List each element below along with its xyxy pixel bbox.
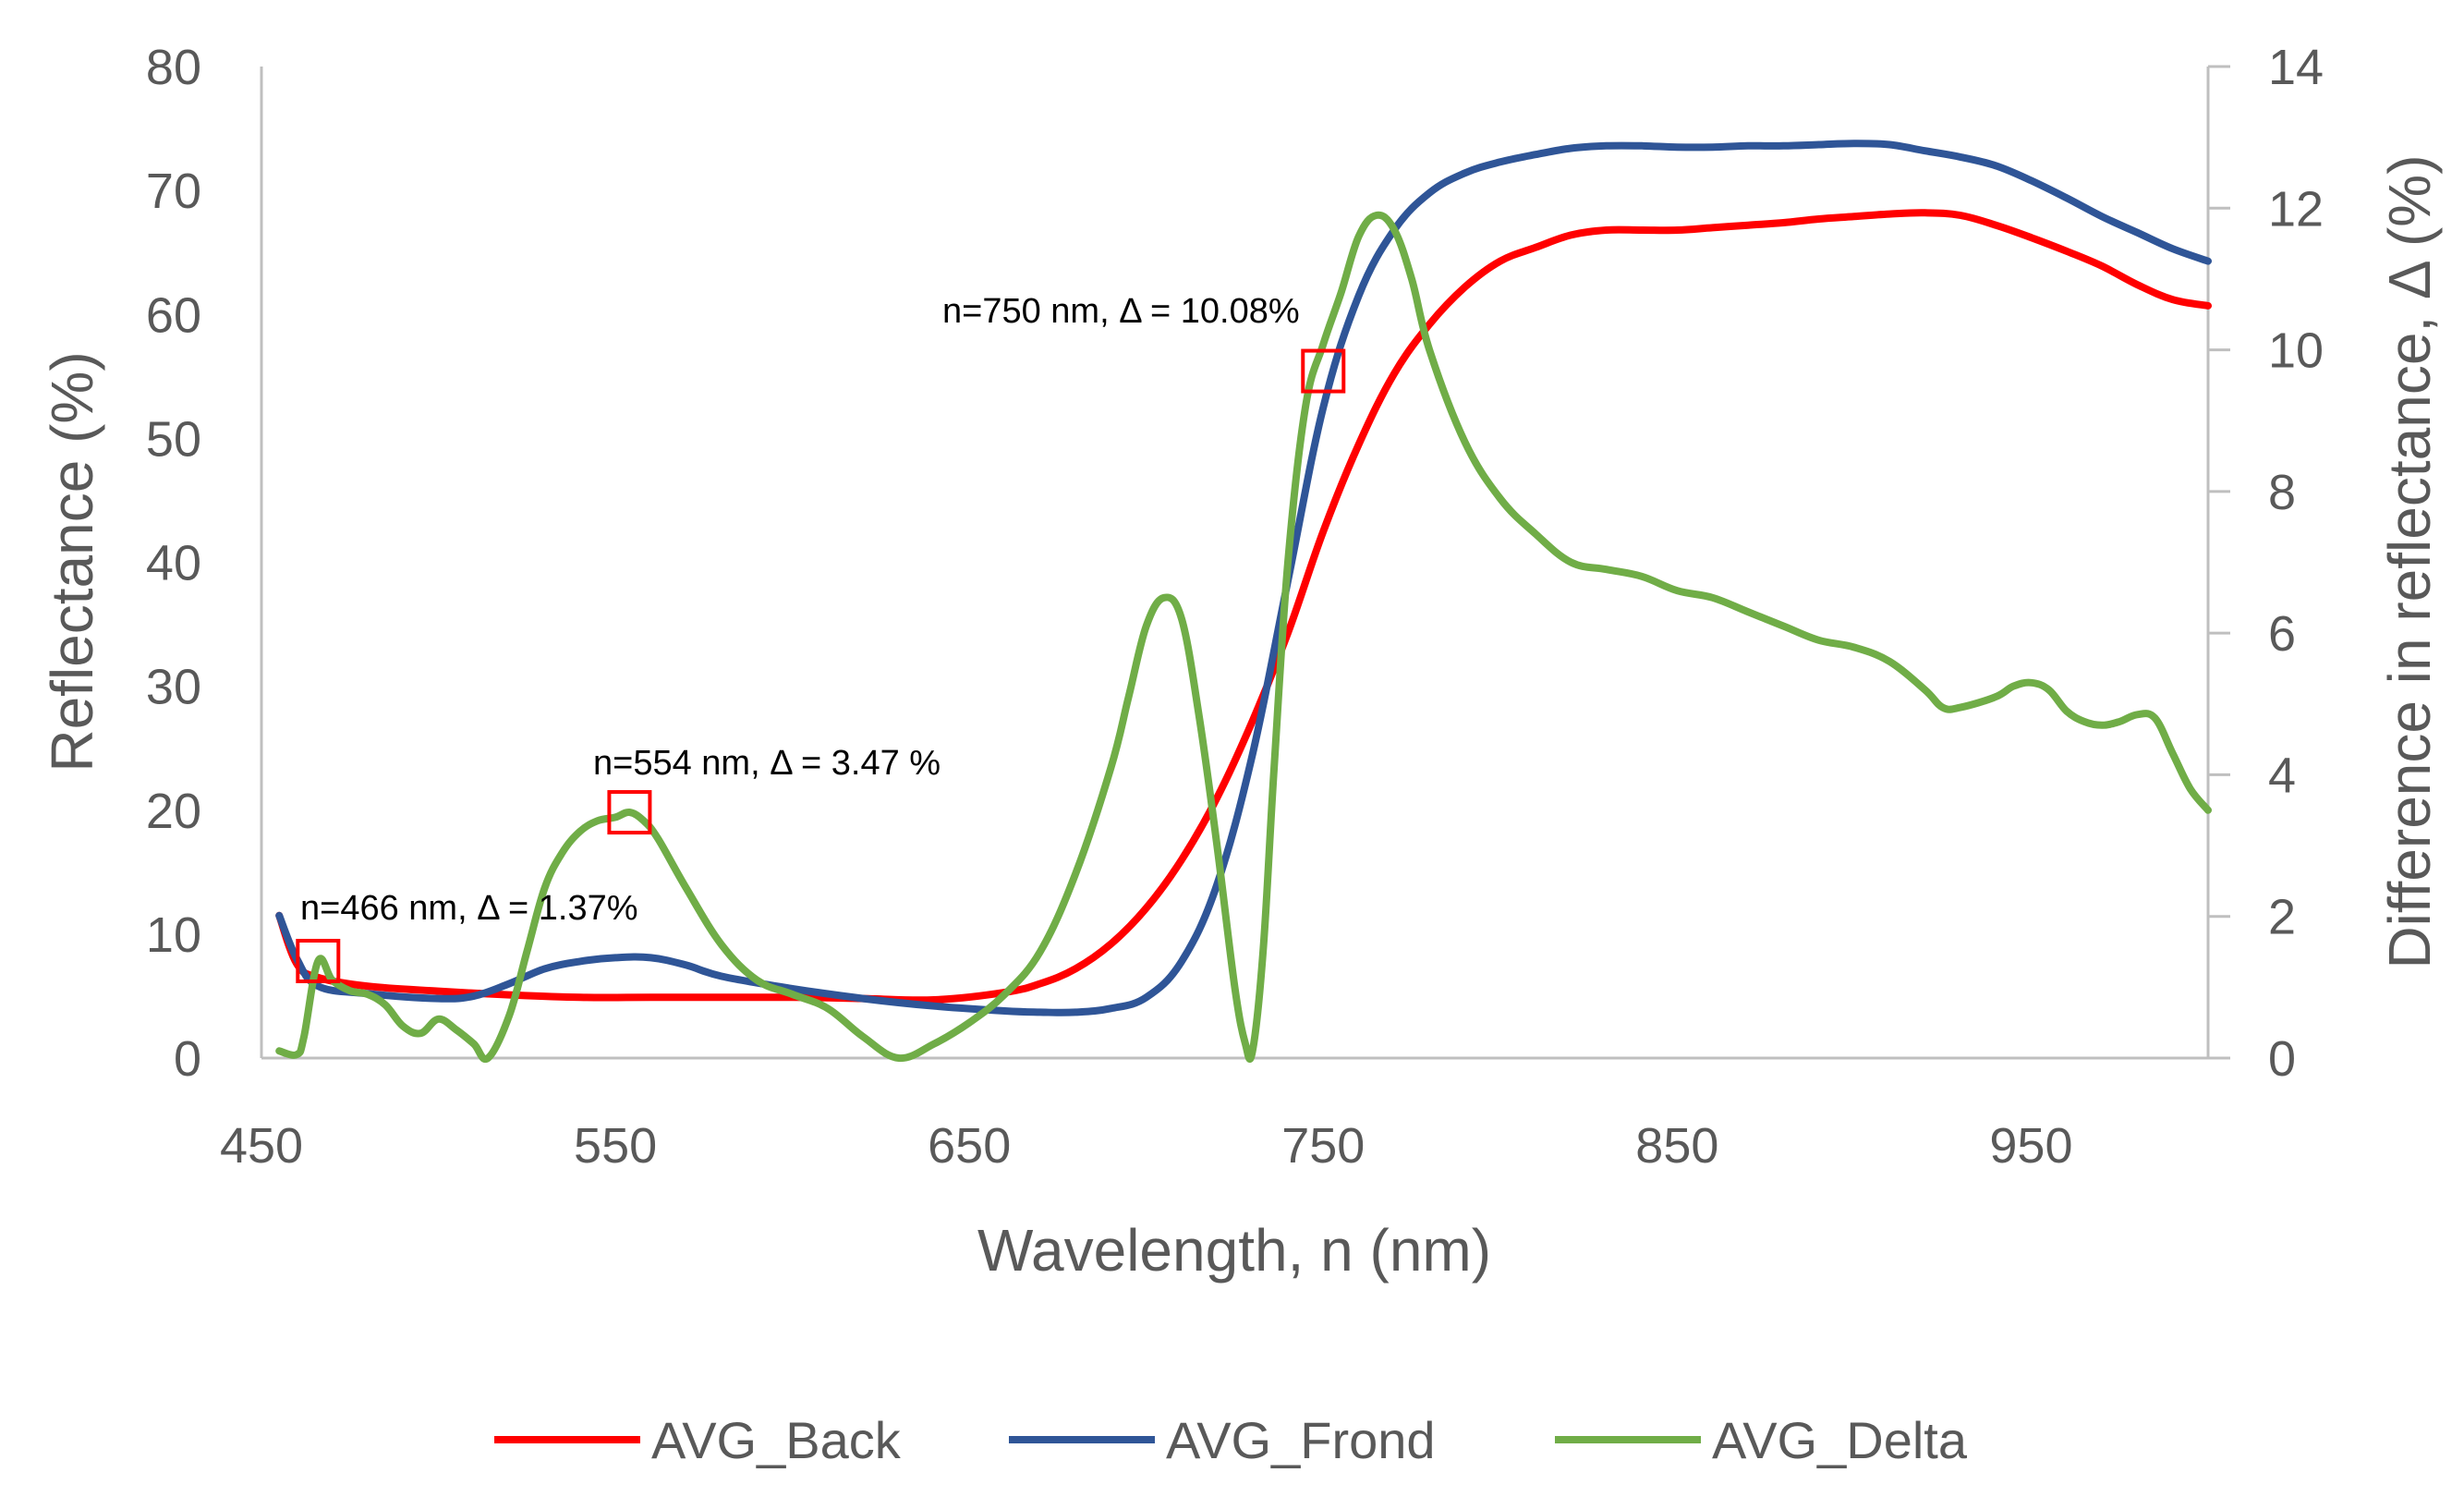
y2-tick-label: 4 (2268, 748, 2296, 803)
x-axis-title: Wavelength, n (nm) (977, 1217, 1491, 1284)
y2-axis-title: Difference in reflectance, Δ (%) (2376, 154, 2443, 968)
y2-tick-label: 8 (2268, 465, 2296, 520)
y-tick-label: 10 (146, 907, 201, 963)
y2-tick-label: 10 (2268, 323, 2324, 379)
series-line-avg-frond (275, 140, 2212, 1016)
y-tick-label: 40 (146, 536, 201, 591)
series-layer (275, 140, 2212, 1064)
y-tick-label: 60 (146, 287, 201, 343)
y-tick-label: 70 (146, 164, 201, 219)
x-tick-label: 850 (1635, 1118, 1718, 1174)
legend-label: AVG_Back (651, 1411, 902, 1469)
y-tick-label: 80 (146, 40, 201, 95)
annotation-label: n=554 nm, Δ = 3.47 % (593, 744, 941, 783)
y2-tick-label: 14 (2268, 40, 2324, 95)
annotations-layer: n=466 nm, Δ = 1.37% n=554 nm, Δ = 3.47 % n… (296, 292, 1346, 983)
series-line-avg-delta (275, 211, 2212, 1064)
x-tick-label: 950 (1989, 1118, 2072, 1174)
y2-tick-label: 2 (2268, 890, 2296, 945)
ticks-layer: 450 550 650 750 850 950 0 10 20 30 40 50 60 70 80 0 2 4 6 8… (146, 40, 2324, 1174)
y2-tick-label: 6 (2268, 606, 2296, 662)
annotation-marker (1301, 348, 1346, 394)
legend-label: AVG_Frond (1166, 1411, 1436, 1469)
annotation-marker (607, 790, 652, 835)
annotation-label: n=466 nm, Δ = 1.37% (300, 889, 638, 928)
axes-layer: Wavelength, n (nm) Reflectance (%) Diffe… (39, 67, 2443, 1284)
x-tick-label: 650 (928, 1118, 1011, 1174)
y2-tick-label: 0 (2268, 1031, 2296, 1087)
y-tick-label: 0 (174, 1031, 201, 1087)
y-tick-label: 50 (146, 411, 201, 467)
y-tick-label: 30 (146, 660, 201, 715)
annotation-label: n=750 nm, Δ = 10.08% (942, 292, 1300, 331)
y2-tick-label: 12 (2268, 181, 2324, 237)
x-tick-label: 450 (220, 1118, 303, 1174)
x-tick-label: 750 (1281, 1118, 1365, 1174)
x-tick-label: 550 (574, 1118, 657, 1174)
legend-label: AVG_Delta (1712, 1411, 1968, 1469)
legend: AVG_Back AVG_Frond AVG_Delta (494, 1411, 1968, 1469)
annotation-marker (296, 938, 341, 983)
series-line-avg-back (275, 209, 2212, 1004)
y-tick-label: 20 (146, 784, 201, 839)
y-axis-title: Reflectance (%) (39, 351, 105, 772)
